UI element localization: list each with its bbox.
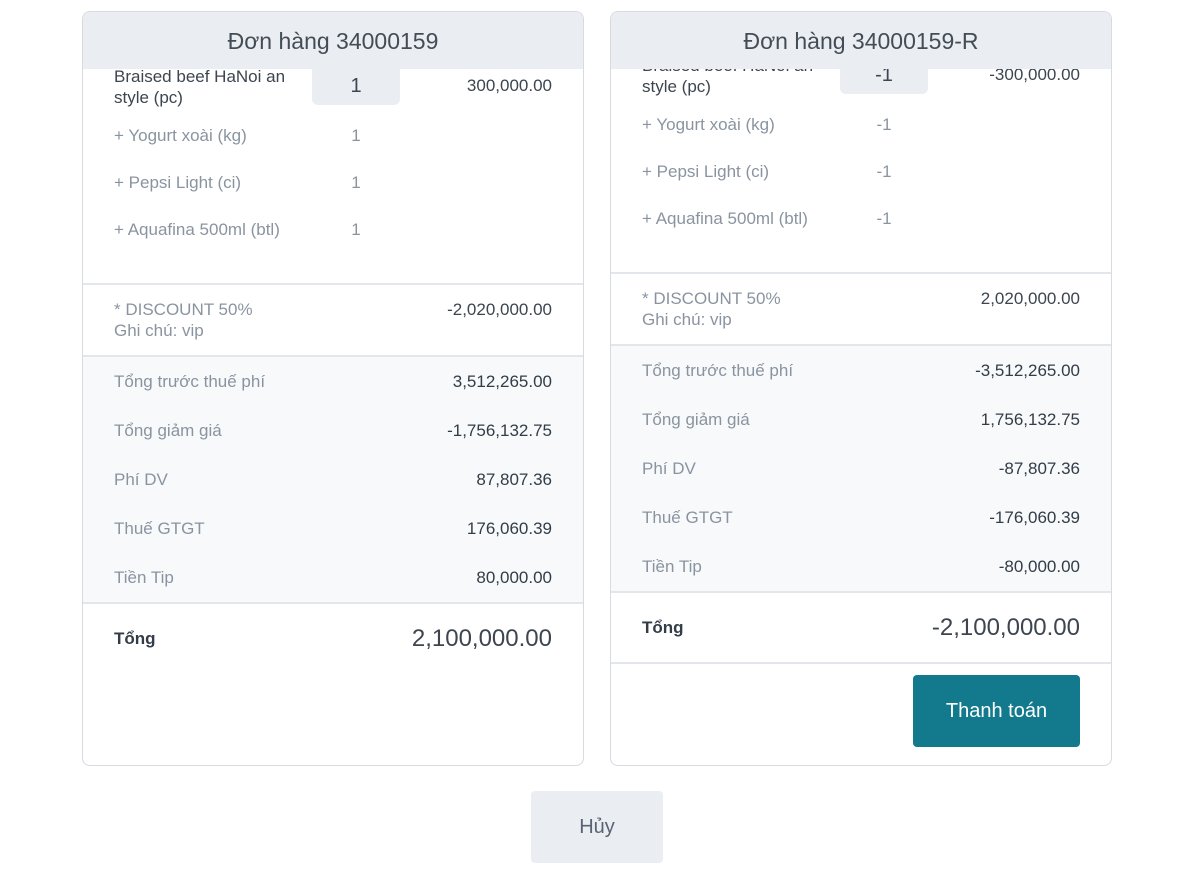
pay-button[interactable]: Thanh toán [913,675,1080,747]
summary-label: Tiền Tip [114,568,174,587]
total-value: 2,100,000.00 [411,625,552,652]
summary-label: Thuế GTGT [114,519,205,538]
order-content: Braised beef HaNoi an style (pc)-1-300,0… [611,12,1111,765]
subitem-name: + Aquafina 500ml (btl) [642,209,808,228]
summary-value: 1,756,132.75 [980,410,1080,429]
order-panel: Đơn hàng 34000159 Braised beef HaNoi an s… [82,11,584,766]
summary-bg [83,357,583,602]
summary-label: Phí DV [642,459,696,478]
divider [83,283,583,285]
summary-value: -87,807.36 [998,459,1080,478]
total-value: -2,100,000.00 [931,614,1080,641]
divider [611,591,1111,593]
discount-label: * DISCOUNT 50% [114,300,253,319]
order-content: Braised beef HaNoi an style (pc) 1 300,000… [83,12,583,765]
summary-value: -80,000.00 [998,557,1080,576]
order-title: Đơn hàng 34000159-R [611,12,1111,69]
divider [83,355,583,357]
subitem-qty: -1 [876,162,892,181]
cancel-button[interactable]: Hủy [531,791,663,863]
divider [611,272,1111,274]
item-amount: 300,000.00 [466,76,552,95]
divider [83,602,583,604]
subitem-qty: -1 [876,115,892,134]
subitem-qty: 1 [351,220,361,239]
subitem-name: + Aquafina 500ml (btl) [114,220,280,239]
summary-value: -176,060.39 [989,508,1080,527]
subitem-qty: -1 [876,209,892,228]
summary-label: Thuế GTGT [642,508,733,527]
summary-value: 176,060.39 [466,519,552,538]
subitem-name: + Yogurt xoài (kg) [642,115,775,134]
item-qty: -1 [875,64,893,86]
summary-bg [611,346,1111,591]
divider [611,662,1111,664]
item-amount: -300,000.00 [989,65,1080,84]
qty-box [312,65,400,105]
summary-value: 87,807.36 [476,470,552,489]
order-panel: Đơn hàng 34000159-RBraised beef HaNoi an… [610,11,1112,766]
divider [611,344,1111,346]
summary-label: Tổng giảm giá [642,410,750,429]
discount-label: * DISCOUNT 50% [642,289,781,308]
subitem-name: + Yogurt xoài (kg) [114,126,247,145]
subitem-name: + Pepsi Light (ci) [642,162,770,181]
summary-label: Tổng trước thuế phí [642,361,794,380]
summary-value: -1,756,132.75 [447,421,552,440]
summary-value: -3,512,265.00 [975,361,1080,380]
summary-label: Tiền Tip [642,557,702,576]
summary-value: 3,512,265.00 [452,372,552,391]
summary-label: Tổng giảm giá [114,421,222,440]
summary-value: 80,000.00 [476,568,552,587]
discount-note: Ghi chú: vip [642,310,732,329]
subitem-qty: 1 [351,173,361,192]
item-name: Braised beef HaNoi an style (pc) [114,67,286,107]
summary-label: Phí DV [114,470,168,489]
total-label: Tổng [114,629,156,648]
summary-label: Tổng trước thuế phí [114,372,266,391]
subitem-qty: 1 [351,126,361,145]
subitem-name: + Pepsi Light (ci) [114,173,242,192]
discount-amount: -2,020,000.00 [447,300,552,319]
order-title: Đơn hàng 34000159 [83,12,583,69]
discount-note: Ghi chú: vip [114,321,204,340]
total-label: Tổng [642,618,684,637]
item-qty: 1 [350,75,362,97]
discount-amount: 2,020,000.00 [980,289,1080,308]
